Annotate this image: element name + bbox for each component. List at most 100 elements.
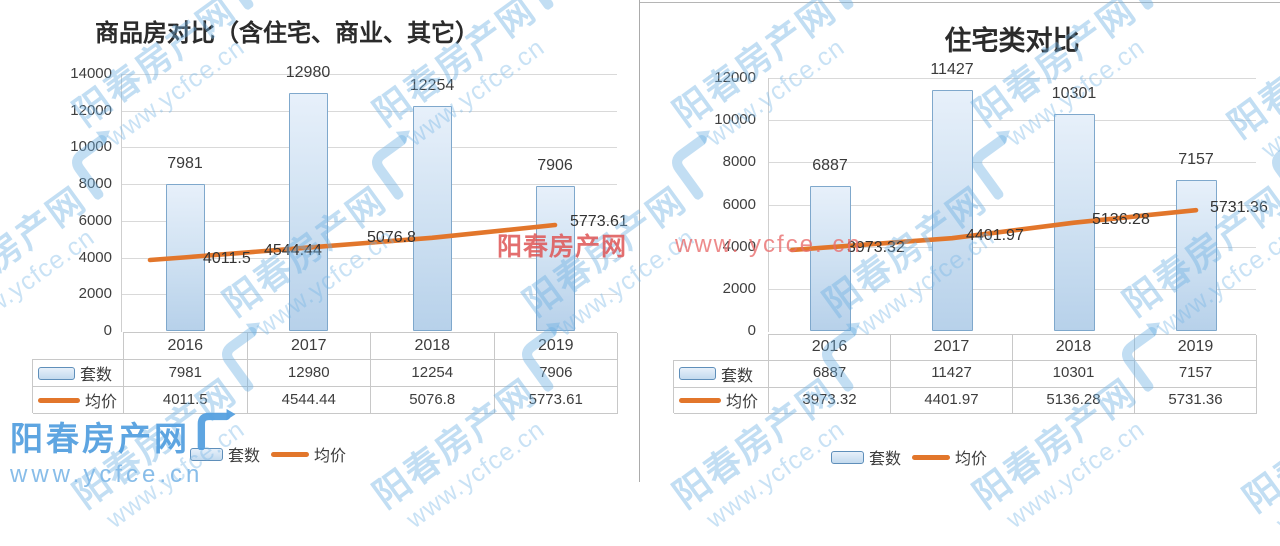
- table-value-cell: 3973.32: [769, 387, 891, 414]
- line-series-swatch: [38, 397, 80, 403]
- y-axis-tick-label: 0: [103, 322, 112, 339]
- y-axis-tick-label: 10000: [714, 111, 756, 129]
- bar-value-label: 12254: [409, 77, 455, 95]
- right-chart-title: 住宅类对比: [944, 26, 1080, 56]
- y-axis-tick-label: 12000: [70, 101, 112, 119]
- y-axis-tick-label: 0: [747, 322, 756, 339]
- chart-legend: 套数 均价: [831, 445, 993, 469]
- gridline: [121, 294, 617, 296]
- table-series-label: 均价: [33, 387, 124, 414]
- right-panel-top-border: [640, 2, 1280, 3]
- y-axis-tick-label: 4000: [722, 237, 756, 255]
- panel-divider: [639, 0, 640, 482]
- table-value-cell: 5136.28: [1013, 387, 1135, 414]
- bar: [412, 106, 452, 331]
- series-name: 均价: [85, 394, 118, 411]
- table-year-cell: 2018: [1013, 335, 1135, 362]
- y-axis-line: [121, 74, 122, 332]
- series-name: 均价: [726, 394, 759, 412]
- table-value-cell: 7157: [1135, 361, 1257, 388]
- table-value-cell: 6887: [769, 361, 891, 388]
- legend-label: 套数: [228, 448, 261, 465]
- table-years-row: 2016 2017 2018 2019: [768, 334, 1257, 362]
- bar-value-label: 7906: [537, 156, 573, 174]
- y-axis-tick-label: 2000: [78, 285, 112, 303]
- bar-value-label: 10301: [1051, 84, 1097, 102]
- gridline: [768, 162, 1256, 164]
- bar: [535, 185, 575, 331]
- bar: [1175, 180, 1217, 331]
- left-chart-panel: 商品房对比（含住宅、商业、其它） 14000 12000 10000 8000 6000…: [0, 0, 639, 482]
- table-body: 套数 7981 12980 12254 7906 均价 4011.5 4544.44 5076.…: [32, 359, 618, 414]
- table-value-cell: 5076.8: [371, 387, 495, 414]
- table-year-cell: 2019: [1135, 335, 1257, 362]
- y-axis-tick-label: 2000: [722, 279, 756, 297]
- table-series-label: 套数: [33, 360, 124, 387]
- table-body: 套数 6887 11427 10301 7157 均价 3973.32 4401.97 5136…: [673, 360, 1257, 414]
- gridline: [768, 78, 1256, 79]
- line-value-label: 3973.32: [847, 239, 905, 256]
- gridline: [768, 120, 1256, 122]
- table-year-cell: 2017: [891, 335, 1013, 362]
- chart-legend: 套数 均价: [190, 442, 352, 466]
- table-value-cell: 4011.5: [124, 387, 248, 414]
- y-axis-tick-label: 8000: [722, 153, 756, 171]
- bar-value-label: 7157: [1178, 151, 1214, 169]
- line-value-label: 5773.61: [570, 213, 628, 230]
- bar-value-label: 11427: [930, 61, 974, 79]
- table-year-cell: 2016: [124, 333, 248, 360]
- series-name: 套数: [721, 367, 754, 385]
- left-chart-title: 商品房对比（含住宅、商业、其它）: [95, 21, 479, 47]
- table-value-cell: 10301: [1013, 361, 1135, 388]
- table-value-cell: 5731.36: [1135, 387, 1257, 414]
- table-year-cell: 2017: [247, 333, 371, 360]
- line-value-label: 4544.44: [264, 242, 322, 259]
- y-axis-tick-label: 14000: [70, 65, 112, 82]
- bar: [1053, 113, 1095, 331]
- gridline: [768, 288, 1256, 290]
- y-axis-tick-label: 8000: [78, 175, 112, 193]
- table-years-row: 2016 2017 2018 2019: [123, 332, 618, 360]
- bar-series-swatch: [38, 366, 75, 380]
- table-value-cell: 12254: [371, 360, 495, 387]
- table-value-cell: 11427: [891, 361, 1013, 388]
- table-series-label: 均价: [674, 387, 769, 414]
- line-value-label: 4401.97: [966, 227, 1024, 244]
- legend-bar-swatch: [190, 447, 223, 461]
- table-value-cell: 4401.97: [891, 387, 1013, 414]
- gridline: [121, 110, 617, 112]
- table-value-cell: 7981: [124, 360, 248, 387]
- table-year-cell: 2016: [769, 335, 891, 362]
- line-value-label: 5076.8: [367, 229, 416, 246]
- legend-label: 套数: [869, 451, 902, 468]
- legend-label: 均价: [314, 448, 347, 465]
- legend-label: 均价: [955, 451, 988, 468]
- line-series-swatch: [679, 397, 721, 403]
- table-value-cell: 7906: [494, 360, 618, 387]
- series-name: 套数: [80, 367, 113, 384]
- table-year-cell: 2019: [494, 333, 618, 360]
- y-axis-line: [768, 78, 769, 332]
- bar: [288, 92, 328, 331]
- table-series-label: 套数: [674, 361, 769, 388]
- legend-bar-swatch: [831, 450, 864, 464]
- table-year-cell: 2018: [371, 333, 495, 360]
- gridline: [121, 184, 617, 186]
- y-axis-tick-label: 10000: [70, 138, 112, 156]
- table-value-cell: 5773.61: [494, 387, 618, 414]
- bar: [165, 184, 205, 331]
- y-axis-tick-label: 6000: [78, 211, 112, 229]
- line-value-label: 4011.5: [203, 250, 251, 267]
- gridline: [768, 204, 1256, 206]
- bar-value-label: 6887: [812, 156, 848, 174]
- legend-line-swatch: [271, 451, 310, 457]
- bar-series-swatch: [679, 367, 716, 381]
- bar-value-label: 7981: [167, 155, 203, 173]
- line-value-label: 5136.28: [1092, 211, 1150, 228]
- y-axis-tick-label: 4000: [78, 248, 112, 266]
- right-chart-panel: 住宅类对比 12000 10000 8000 6000 4000 2000 0 6887 114…: [640, 0, 1280, 482]
- bar-value-label: 12980: [285, 63, 331, 81]
- legend-line-swatch: [912, 454, 951, 460]
- y-axis-tick-label: 12000: [714, 69, 756, 86]
- line-value-label: 5731.36: [1210, 199, 1268, 216]
